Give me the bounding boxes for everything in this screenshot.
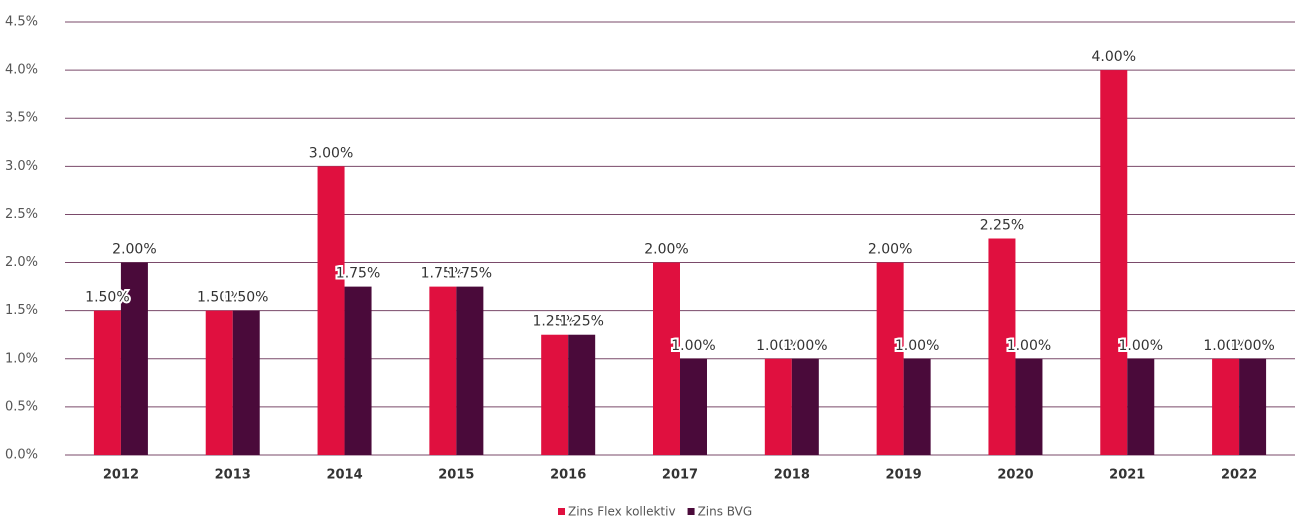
y-tick-label: 2.0% [5,255,38,270]
legend-swatch [558,508,565,515]
bar [344,286,372,455]
value-label: 1.00% [1230,338,1274,354]
bar [876,262,904,455]
x-tick-label: 2019 [886,468,922,483]
value-label: 1.25% [532,314,576,330]
y-tick-label: 3.0% [5,159,38,174]
bar [653,262,680,455]
y-tick-label: 0.5% [5,399,38,414]
value-label: 2.00% [868,242,912,258]
bar [764,358,792,455]
bar [232,310,260,455]
x-tick-label: 2017 [662,468,698,483]
value-label: 1.25% [559,314,603,330]
value-label: 1.00% [671,338,715,354]
value-label: 1.00% [1007,338,1051,354]
value-label: 1.75% [448,266,492,282]
value-label: 1.75% [336,266,380,282]
value-label: 1.50% [197,290,241,306]
y-tick-label: 1.0% [5,351,38,366]
x-tick-label: 2022 [1221,468,1257,483]
value-label: 1.00% [783,338,827,354]
legend-label: Zins BVG [698,505,753,519]
bar [205,310,233,455]
x-tick-label: 2013 [215,468,251,483]
bar [1100,70,1128,455]
bar [903,358,931,455]
legend-swatch [687,508,695,515]
bar [791,358,819,455]
bar [317,166,345,456]
bar [429,286,457,455]
value-label: 2.00% [112,242,156,258]
bar [988,238,1016,455]
y-tick-label: 1.5% [5,303,38,318]
bar [120,262,148,455]
value-label: 4.00% [1092,49,1136,65]
x-tick-label: 2015 [438,468,474,483]
value-label: 2.00% [644,242,688,258]
bar [1015,358,1043,455]
bar [1239,358,1267,455]
bar [568,334,596,455]
y-tick-label: 4.0% [5,63,38,78]
bar [541,334,569,455]
bar [680,358,707,455]
y-tick-label: 0.0% [5,448,38,463]
legend-label: Zins Flex kollektiv [568,505,676,519]
value-label: 1.00% [756,338,800,354]
y-tick-label: 4.5% [5,15,38,30]
value-label: 1.00% [1203,338,1247,354]
value-label: 1.00% [895,338,939,354]
x-tick-label: 2020 [997,468,1033,483]
value-label: 1.50% [85,290,129,306]
y-tick-label: 3.5% [5,111,38,126]
bar [93,310,121,455]
x-tick-label: 2012 [103,468,139,483]
value-label: 1.50% [224,290,268,306]
bar [456,286,484,455]
x-tick-label: 2021 [1109,468,1145,483]
x-tick-label: 2014 [326,468,362,483]
x-tick-label: 2018 [774,468,810,483]
y-tick-label: 2.5% [5,207,38,222]
value-label: 2.25% [980,218,1024,234]
value-label: 1.00% [1119,338,1163,354]
value-label: 1.75% [421,266,465,282]
value-label: 3.00% [309,145,353,161]
bar [1127,358,1155,455]
bar [1212,358,1240,455]
x-tick-label: 2016 [550,468,586,483]
